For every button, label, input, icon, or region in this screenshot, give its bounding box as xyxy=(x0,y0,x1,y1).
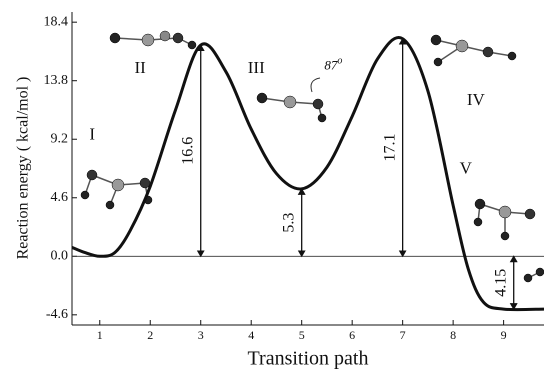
x-tick-label: 1 xyxy=(97,328,103,342)
y-tick-label: 18.4 xyxy=(44,14,69,29)
energy-curve xyxy=(72,37,544,309)
state-label: II xyxy=(134,58,146,77)
x-tick-label: 3 xyxy=(198,328,204,342)
y-tick-label: 13.8 xyxy=(44,73,69,88)
angle-value: 87 xyxy=(324,58,338,73)
x-tick-label: 9 xyxy=(501,328,507,342)
molecule-iv xyxy=(431,35,516,66)
y-axis-title: Reaction energy ( kcal/mol ) xyxy=(15,77,32,260)
state-label: IV xyxy=(467,90,486,109)
state-label: V xyxy=(460,159,473,178)
state-label: I xyxy=(89,124,95,143)
x-tick-label: 2 xyxy=(147,328,153,342)
page: Reaction energy ( kcal/mol ) Transition … xyxy=(0,0,544,372)
x-tick-label: 5 xyxy=(299,328,305,342)
y-tick-label: 4.6 xyxy=(51,190,69,205)
barrier-label: 16.6 xyxy=(179,137,196,165)
barrier-label: 17.1 xyxy=(381,134,398,162)
x-axis-title: Transition path xyxy=(248,348,369,370)
molecule-iii xyxy=(257,78,326,122)
barrier-label: 4.15 xyxy=(492,269,509,297)
molecule-i xyxy=(81,170,152,209)
y-tick-label: 0.0 xyxy=(51,249,69,264)
molecule-ii xyxy=(110,31,196,49)
state-label: III xyxy=(248,58,265,77)
x-tick-label: 7 xyxy=(400,328,406,342)
barrier-label: 5.3 xyxy=(280,213,297,233)
angle-degree: o xyxy=(337,56,342,67)
chart: Reaction energy ( kcal/mol ) Transition … xyxy=(0,0,544,372)
angle-note: 87o xyxy=(324,56,342,73)
x-tick-label: 6 xyxy=(349,328,355,342)
y-tick-label: 9.2 xyxy=(51,131,69,146)
x-tick-label: 4 xyxy=(248,328,254,342)
x-tick-label: 8 xyxy=(450,328,456,342)
y-tick-label: -4.6 xyxy=(46,307,68,322)
